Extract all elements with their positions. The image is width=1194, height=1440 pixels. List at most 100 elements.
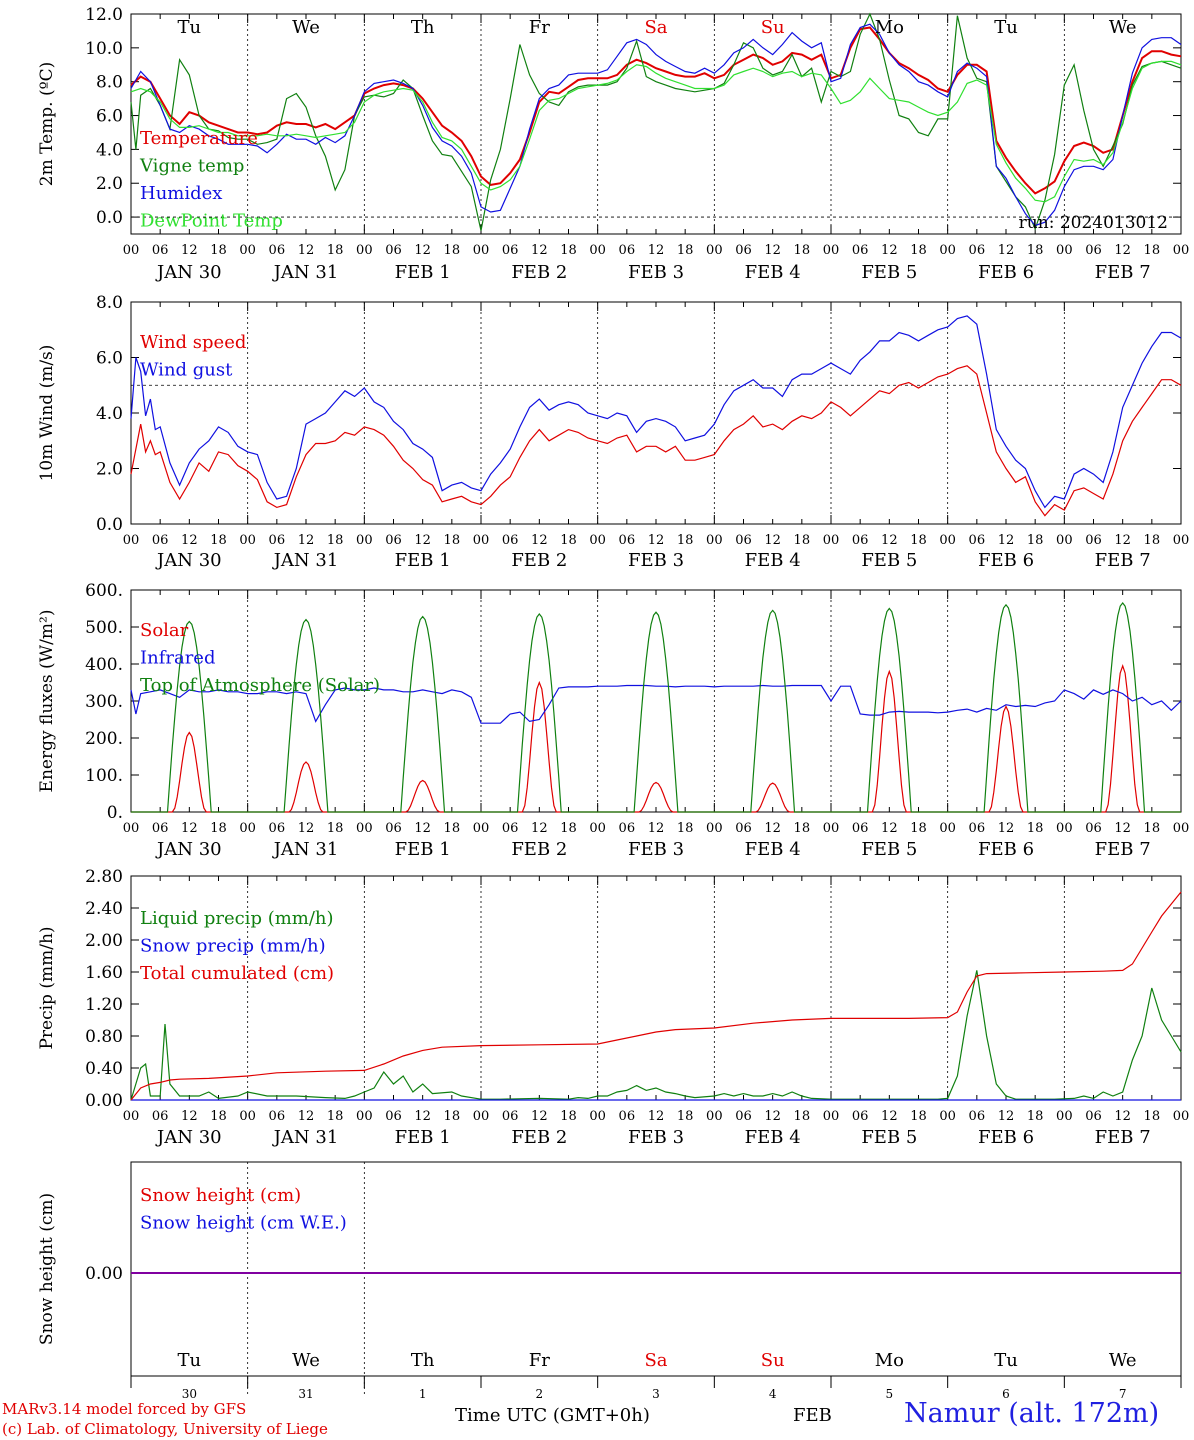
hour-label: 00 xyxy=(473,243,490,258)
legend-entry: Wind gust xyxy=(140,360,233,381)
y-tick-label: 0.0 xyxy=(96,515,123,535)
date-label: JAN 31 xyxy=(272,550,339,571)
legend-entry: Snow height (cm W.E.) xyxy=(140,1213,347,1234)
date-label: FEB 7 xyxy=(1095,262,1151,283)
date-label: FEB 2 xyxy=(511,550,567,571)
hour-label: 12 xyxy=(648,821,665,836)
hour-label: 12 xyxy=(298,1109,315,1124)
date-label: FEB 5 xyxy=(861,262,917,283)
hour-label: 18 xyxy=(444,821,461,836)
hour-label: 06 xyxy=(1085,533,1102,548)
hour-label: 06 xyxy=(969,1109,986,1124)
day-of-week-label: Su xyxy=(761,17,785,38)
series-line xyxy=(130,365,1182,517)
hour-label: 00 xyxy=(589,533,606,548)
panel-frame xyxy=(130,1161,1182,1377)
hour-label: 06 xyxy=(619,243,636,258)
hour-label: 06 xyxy=(385,533,402,548)
hour-label: 00 xyxy=(123,243,140,258)
hour-label: 06 xyxy=(619,533,636,548)
hour-label: 00 xyxy=(1173,533,1190,548)
y-tick-label: 0.80 xyxy=(85,1027,123,1047)
day-of-week-label: Th xyxy=(411,17,435,38)
day-number-label: 1 xyxy=(419,1387,427,1401)
y-tick-label: 8.0 xyxy=(96,73,123,93)
y-tick-label: 0.0 xyxy=(96,208,123,228)
hour-label: 00 xyxy=(239,1109,256,1124)
date-label: JAN 31 xyxy=(272,262,339,283)
y-tick-label: 2.0 xyxy=(96,174,123,194)
hour-label: 18 xyxy=(327,821,344,836)
legend-entry: Snow precip (mm/h) xyxy=(140,936,326,957)
series-line xyxy=(130,60,1182,203)
hour-label: 00 xyxy=(823,1109,840,1124)
hour-label: 00 xyxy=(356,243,373,258)
date-label: JAN 30 xyxy=(155,839,222,860)
date-label: FEB 6 xyxy=(978,550,1034,571)
hour-label: 12 xyxy=(648,243,665,258)
y-tick-label: 0.00 xyxy=(85,1264,123,1284)
hour-label: 12 xyxy=(881,243,898,258)
month-label: FEB xyxy=(793,1405,832,1426)
hour-label: 06 xyxy=(152,1109,169,1124)
hour-label: 12 xyxy=(764,533,781,548)
hour-label: 18 xyxy=(794,821,811,836)
hour-label: 12 xyxy=(648,533,665,548)
hour-label: 12 xyxy=(998,533,1015,548)
model-credits: MARv3.14 model forced by GFS (c) Lab. of… xyxy=(2,1399,328,1439)
hour-label: 12 xyxy=(298,243,315,258)
y-tick-label: 2.0 xyxy=(96,460,123,480)
date-label: FEB 6 xyxy=(978,839,1034,860)
hour-label: 12 xyxy=(881,821,898,836)
date-label: FEB 6 xyxy=(978,262,1034,283)
date-label: FEB 4 xyxy=(745,550,801,571)
hour-label: 00 xyxy=(473,821,490,836)
panel-1: 00 06 12 18 00 06 12 18 00 06 12 18 00 06 12 18 00 06 12 18… xyxy=(37,5,1189,283)
hour-label: 00 xyxy=(823,243,840,258)
y-tick-label: 0.00 xyxy=(85,1091,123,1111)
day-of-week-label: Mo xyxy=(875,1350,904,1371)
hour-label: 18 xyxy=(677,821,694,836)
hour-label: 06 xyxy=(969,533,986,548)
hour-label: 00 xyxy=(356,821,373,836)
hour-label: 00 xyxy=(939,243,956,258)
run-annotation: run: 2024013012 xyxy=(1019,213,1168,233)
hour-label: 12 xyxy=(998,243,1015,258)
y-tick-label: 6.0 xyxy=(96,107,123,127)
panel-2: 00 06 12 18 00 06 12 18 00 06 12 18 00 06 12 18 00 06 12 18… xyxy=(37,293,1190,571)
hour-label: 12 xyxy=(764,821,781,836)
hour-label: 06 xyxy=(269,1109,286,1124)
day-of-week-label: Tu xyxy=(178,1350,202,1371)
hour-label: 18 xyxy=(677,1109,694,1124)
series-line xyxy=(130,23,1182,227)
hour-label: 06 xyxy=(852,1109,869,1124)
date-label: FEB 4 xyxy=(745,262,801,283)
legend-entry: Humidex xyxy=(140,183,222,204)
y-axis-label: 2m Temp. (ºC) xyxy=(37,62,57,187)
hour-label: 06 xyxy=(152,533,169,548)
y-tick-label: 200. xyxy=(85,729,123,749)
hour-label: 18 xyxy=(210,821,227,836)
series-line xyxy=(131,602,1181,813)
series-line xyxy=(130,315,1182,509)
hour-label: 18 xyxy=(560,1109,577,1124)
date-label: FEB 3 xyxy=(628,262,684,283)
hour-label: 12 xyxy=(181,821,198,836)
y-tick-label: 0.40 xyxy=(85,1059,123,1079)
hour-label: 00 xyxy=(239,821,256,836)
day-of-week-label: Tu xyxy=(994,1350,1018,1371)
hour-label: 06 xyxy=(502,821,519,836)
panel-frame xyxy=(130,13,1182,235)
hour-label: 06 xyxy=(735,1109,752,1124)
y-axis-label: Precip (mm/h) xyxy=(37,926,57,1049)
hour-label: 00 xyxy=(356,533,373,548)
model-credit-line-1: MARv3.14 model forced by GFS xyxy=(2,1400,247,1418)
hour-label: 00 xyxy=(939,533,956,548)
y-tick-label: 600. xyxy=(85,581,123,601)
y-tick-label: 0. xyxy=(107,803,123,823)
hour-label: 12 xyxy=(764,1109,781,1124)
hour-label: 00 xyxy=(939,1109,956,1124)
hour-label: 12 xyxy=(181,533,198,548)
day-of-week-label: Tu xyxy=(178,17,202,38)
hour-label: 18 xyxy=(444,533,461,548)
